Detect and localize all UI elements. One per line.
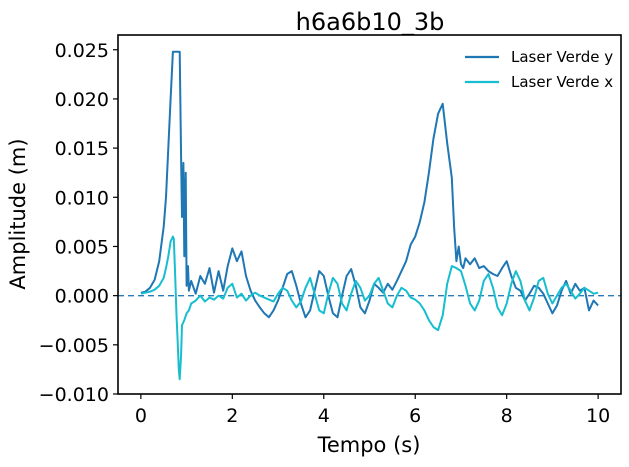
y-tick-label: 0.020 <box>55 89 109 111</box>
y-tick-label: 0.000 <box>55 286 109 308</box>
series-line-laser-verde-x <box>140 235 599 381</box>
plot-frame <box>117 34 622 395</box>
legend-label-laser-verde-y: Laser Verde y <box>511 48 613 66</box>
y-tick-label: 0.025 <box>55 40 109 62</box>
x-tick-label: 2 <box>226 405 238 427</box>
x-tick-label: 4 <box>318 405 330 427</box>
y-tick-label: −0.005 <box>39 335 109 357</box>
series-line-laser-verde-y <box>140 50 599 319</box>
y-tick-label: 0.005 <box>55 236 109 258</box>
y-tick-label: 0.015 <box>55 138 109 160</box>
x-tick-label: 6 <box>409 405 421 427</box>
chart-title: h6a6b10_3b <box>296 8 445 36</box>
x-tick-label: 8 <box>501 405 513 427</box>
y-tick-label: 0.010 <box>55 187 109 209</box>
legend: Laser Verde y Laser Verde x <box>465 48 613 91</box>
axis-ticks: 0 2 4 6 8 10 −0.010 −0.005 0.000 0.005 0.010 0.015 0… <box>39 40 611 427</box>
legend-label-laser-verde-x: Laser Verde x <box>511 73 613 91</box>
x-tick-label: 10 <box>586 405 610 427</box>
x-axis-label: Tempo (s) <box>317 433 421 457</box>
y-tick-label: −0.010 <box>39 384 109 406</box>
y-axis-label: Amplitude (m) <box>6 138 30 289</box>
x-tick-label: 0 <box>135 405 147 427</box>
plot-area <box>118 50 621 381</box>
